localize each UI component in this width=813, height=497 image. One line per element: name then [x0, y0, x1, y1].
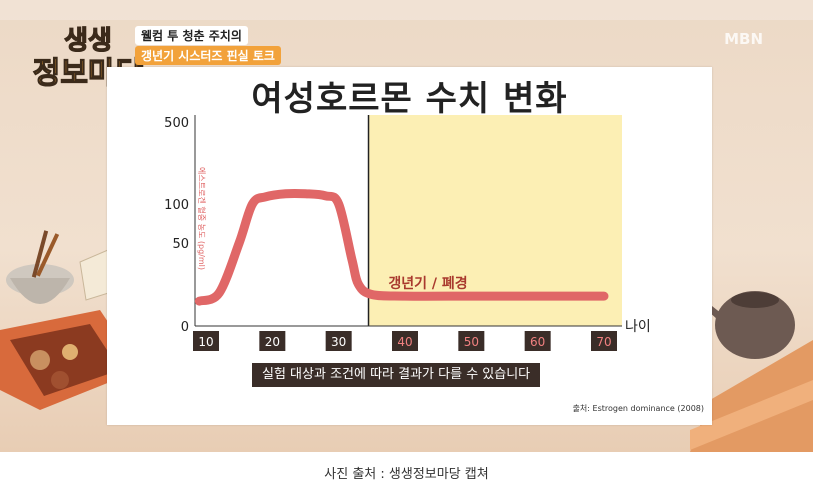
chart-title: 여성호르몬 수치 변화 — [251, 79, 568, 119]
segment-caption: 웰컴 투 청춘 주치의 갱년기 시스터즈 핀실 토크 — [135, 26, 281, 66]
svg-text:10: 10 — [198, 335, 213, 349]
x-axis-label: 나이 — [625, 319, 651, 335]
x-tick-label: 50 — [458, 331, 485, 351]
x-tick-label: 30 — [325, 331, 352, 351]
herbal-decor-left — [0, 230, 140, 410]
segment-caption-line1: 웰컴 투 청춘 주치의 — [135, 26, 248, 45]
menopause-region-label: 갱년기 / 폐경 — [388, 275, 467, 292]
estrogen-series-line — [194, 188, 609, 306]
x-tick-label: 60 — [524, 331, 551, 351]
source-citation: 출처: Estrogen dominance (2008) — [572, 404, 704, 413]
y-tick-label: 100 — [164, 198, 189, 213]
y-tick-label: 50 — [172, 237, 189, 252]
y-tick-labels: 0 50 100 500 — [164, 116, 189, 335]
photo-caption: 사진 출처 : 생생정보마당 캡쳐 — [324, 467, 489, 482]
x-tick-labels: 10 20 30 40 50 60 70 — [193, 331, 617, 351]
svg-text:20: 20 — [265, 335, 280, 349]
show-logo-line1: 생생 — [63, 25, 112, 56]
svg-text:50: 50 — [464, 335, 479, 349]
y-tick-label: 0 — [181, 320, 189, 335]
segment-caption-line2: 갱년기 시스터즈 핀실 토크 — [135, 46, 281, 65]
x-tick-label: 40 — [392, 331, 418, 351]
menopause-region — [368, 115, 622, 326]
estrogen-chart: 0 50 100 500 10 20 30 40 50 60 70 나이 에스트로겐 혈중 농도 … — [164, 115, 651, 351]
disclaimer-banner: 실험 대상과 조건에 따라 결과가 다를 수 있습니다 — [252, 363, 541, 387]
y-axis-label: 에스트로겐 혈중 농도 (pg/ml) — [197, 167, 207, 270]
video-frame: 생생 정보마당 웰컴 투 청춘 주치의 갱년기 시스터즈 핀실 토크 MBN 여… — [0, 0, 813, 452]
x-tick-label: 10 — [193, 331, 219, 351]
x-tick-label: 70 — [591, 331, 617, 351]
svg-text:40: 40 — [397, 335, 412, 349]
broadcaster-logo: MBN — [724, 30, 763, 48]
x-tick-label: 20 — [259, 331, 286, 351]
wall-background — [0, 0, 813, 20]
svg-text:70: 70 — [596, 335, 611, 349]
chart-card: 여성호르몬 수치 변화 0 50 100 500 10 20 30 40 50 60 70 나이 … — [107, 67, 712, 425]
svg-text:60: 60 — [530, 335, 545, 349]
y-tick-label: 500 — [164, 116, 189, 131]
svg-text:30: 30 — [331, 335, 346, 349]
